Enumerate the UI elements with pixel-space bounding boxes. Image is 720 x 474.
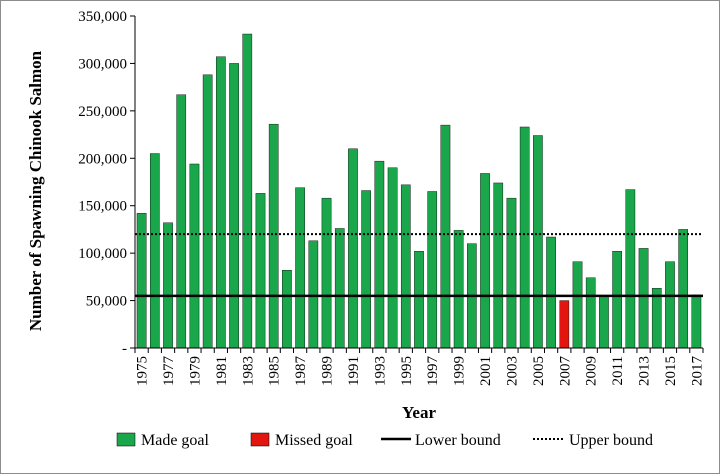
y-tick-label: 50,000 <box>86 294 127 310</box>
x-tick-label: 1995 <box>399 356 415 386</box>
y-tick-label: 350,000 <box>78 9 127 25</box>
x-tick-label: 1997 <box>425 356 441 387</box>
x-tick-label: 2007 <box>557 356 573 387</box>
bounds-layer <box>135 233 703 298</box>
bar-2001 <box>480 173 490 349</box>
y-tick-label: - <box>122 341 127 357</box>
x-tick-label: 1975 <box>135 356 151 386</box>
x-axis-title: Year <box>402 403 436 422</box>
x-ticks: 1975 1977 1979 1981 1983 1985 1987 1989 1991 1993… <box>134 348 705 387</box>
bar-1986 <box>282 270 292 349</box>
x-tick-label: 2003 <box>504 356 520 386</box>
y-tick-label: 300,000 <box>78 56 127 72</box>
x-tick-label: 1991 <box>346 356 362 386</box>
axes-layer <box>134 16 703 349</box>
bar-1976 <box>149 153 160 349</box>
bar-1992 <box>361 190 371 349</box>
bar-2014 <box>651 288 662 349</box>
bar-1998 <box>440 124 451 349</box>
x-tick-label: 2011 <box>610 356 626 385</box>
bar-1987 <box>295 187 305 349</box>
bar-1994 <box>387 167 398 349</box>
x-tick-label: 1989 <box>320 356 336 386</box>
bar-2013 <box>638 248 649 349</box>
bar-2002 <box>493 182 504 349</box>
bar-1991 <box>348 148 358 349</box>
y-tick-label: 200,000 <box>78 151 127 167</box>
y-tick-label: 100,000 <box>78 246 127 262</box>
bar-1996 <box>414 251 424 349</box>
bar-2016 <box>678 229 689 349</box>
bar-2005 <box>533 135 543 349</box>
bar-2008 <box>572 261 583 349</box>
y-ticks: - 50,000 100,000 150,000 200,000 250,000 300,0… <box>78 9 135 357</box>
bar-1982 <box>229 63 239 349</box>
x-tick-label: 1979 <box>187 356 203 386</box>
x-tick-label: 1985 <box>267 356 283 386</box>
legend-label-made: Made goal <box>141 432 210 449</box>
bar-1980 <box>202 74 213 349</box>
legend-swatch-missed <box>250 432 270 447</box>
bar-1988 <box>308 240 319 349</box>
bar-2004 <box>519 126 530 349</box>
bar-2007 <box>559 300 570 349</box>
y-tick-label: 250,000 <box>78 104 127 120</box>
bar-1977 <box>163 222 173 349</box>
bar-2012 <box>625 189 636 349</box>
bar-1999 <box>453 230 464 349</box>
x-tick-label: 2009 <box>584 356 600 386</box>
bar-1979 <box>189 163 200 349</box>
x-tick-label: 1977 <box>161 356 177 387</box>
bar-2009 <box>585 277 596 349</box>
bar-2003 <box>506 197 517 349</box>
x-tick-label: 2015 <box>663 356 679 386</box>
bar-2011 <box>612 251 622 349</box>
x-tick-label: 1987 <box>293 356 309 387</box>
bar-1985 <box>268 123 279 349</box>
bar-2015 <box>665 261 675 349</box>
y-axis-title: Number of Spawning Chinook Salmon <box>26 50 45 331</box>
x-tick-label: 2001 <box>478 356 494 386</box>
bar-1990 <box>334 228 345 349</box>
bar-2006 <box>546 236 556 349</box>
bar-1978 <box>176 94 187 349</box>
bars-layer <box>136 33 702 349</box>
x-tick-label: 1983 <box>240 356 256 386</box>
x-tick-label: 2005 <box>531 356 547 386</box>
bar-2010 <box>599 295 609 349</box>
legend: Made goal Missed goal Lower bound Upper … <box>116 432 653 449</box>
legend-label-lower-bound: Lower bound <box>415 432 501 449</box>
bar-2017 <box>691 294 702 349</box>
bar-1997 <box>427 191 438 349</box>
legend-label-upper-bound: Upper bound <box>569 432 653 449</box>
legend-label-missed: Missed goal <box>275 432 353 449</box>
bar-1993 <box>374 160 385 349</box>
legend-swatch-made <box>116 432 136 447</box>
x-tick-label: 1999 <box>452 356 468 386</box>
bar-1995 <box>400 184 411 349</box>
bar-1981 <box>216 56 226 349</box>
x-tick-label: 2017 <box>689 356 705 387</box>
x-tick-label: 1981 <box>214 356 230 386</box>
x-tick-label: 2013 <box>637 356 653 386</box>
x-tick-label: 1993 <box>372 356 388 386</box>
bar-1989 <box>321 197 332 349</box>
bar-1983 <box>242 33 253 349</box>
y-tick-label: 150,000 <box>78 199 127 215</box>
bar-1984 <box>255 193 266 349</box>
